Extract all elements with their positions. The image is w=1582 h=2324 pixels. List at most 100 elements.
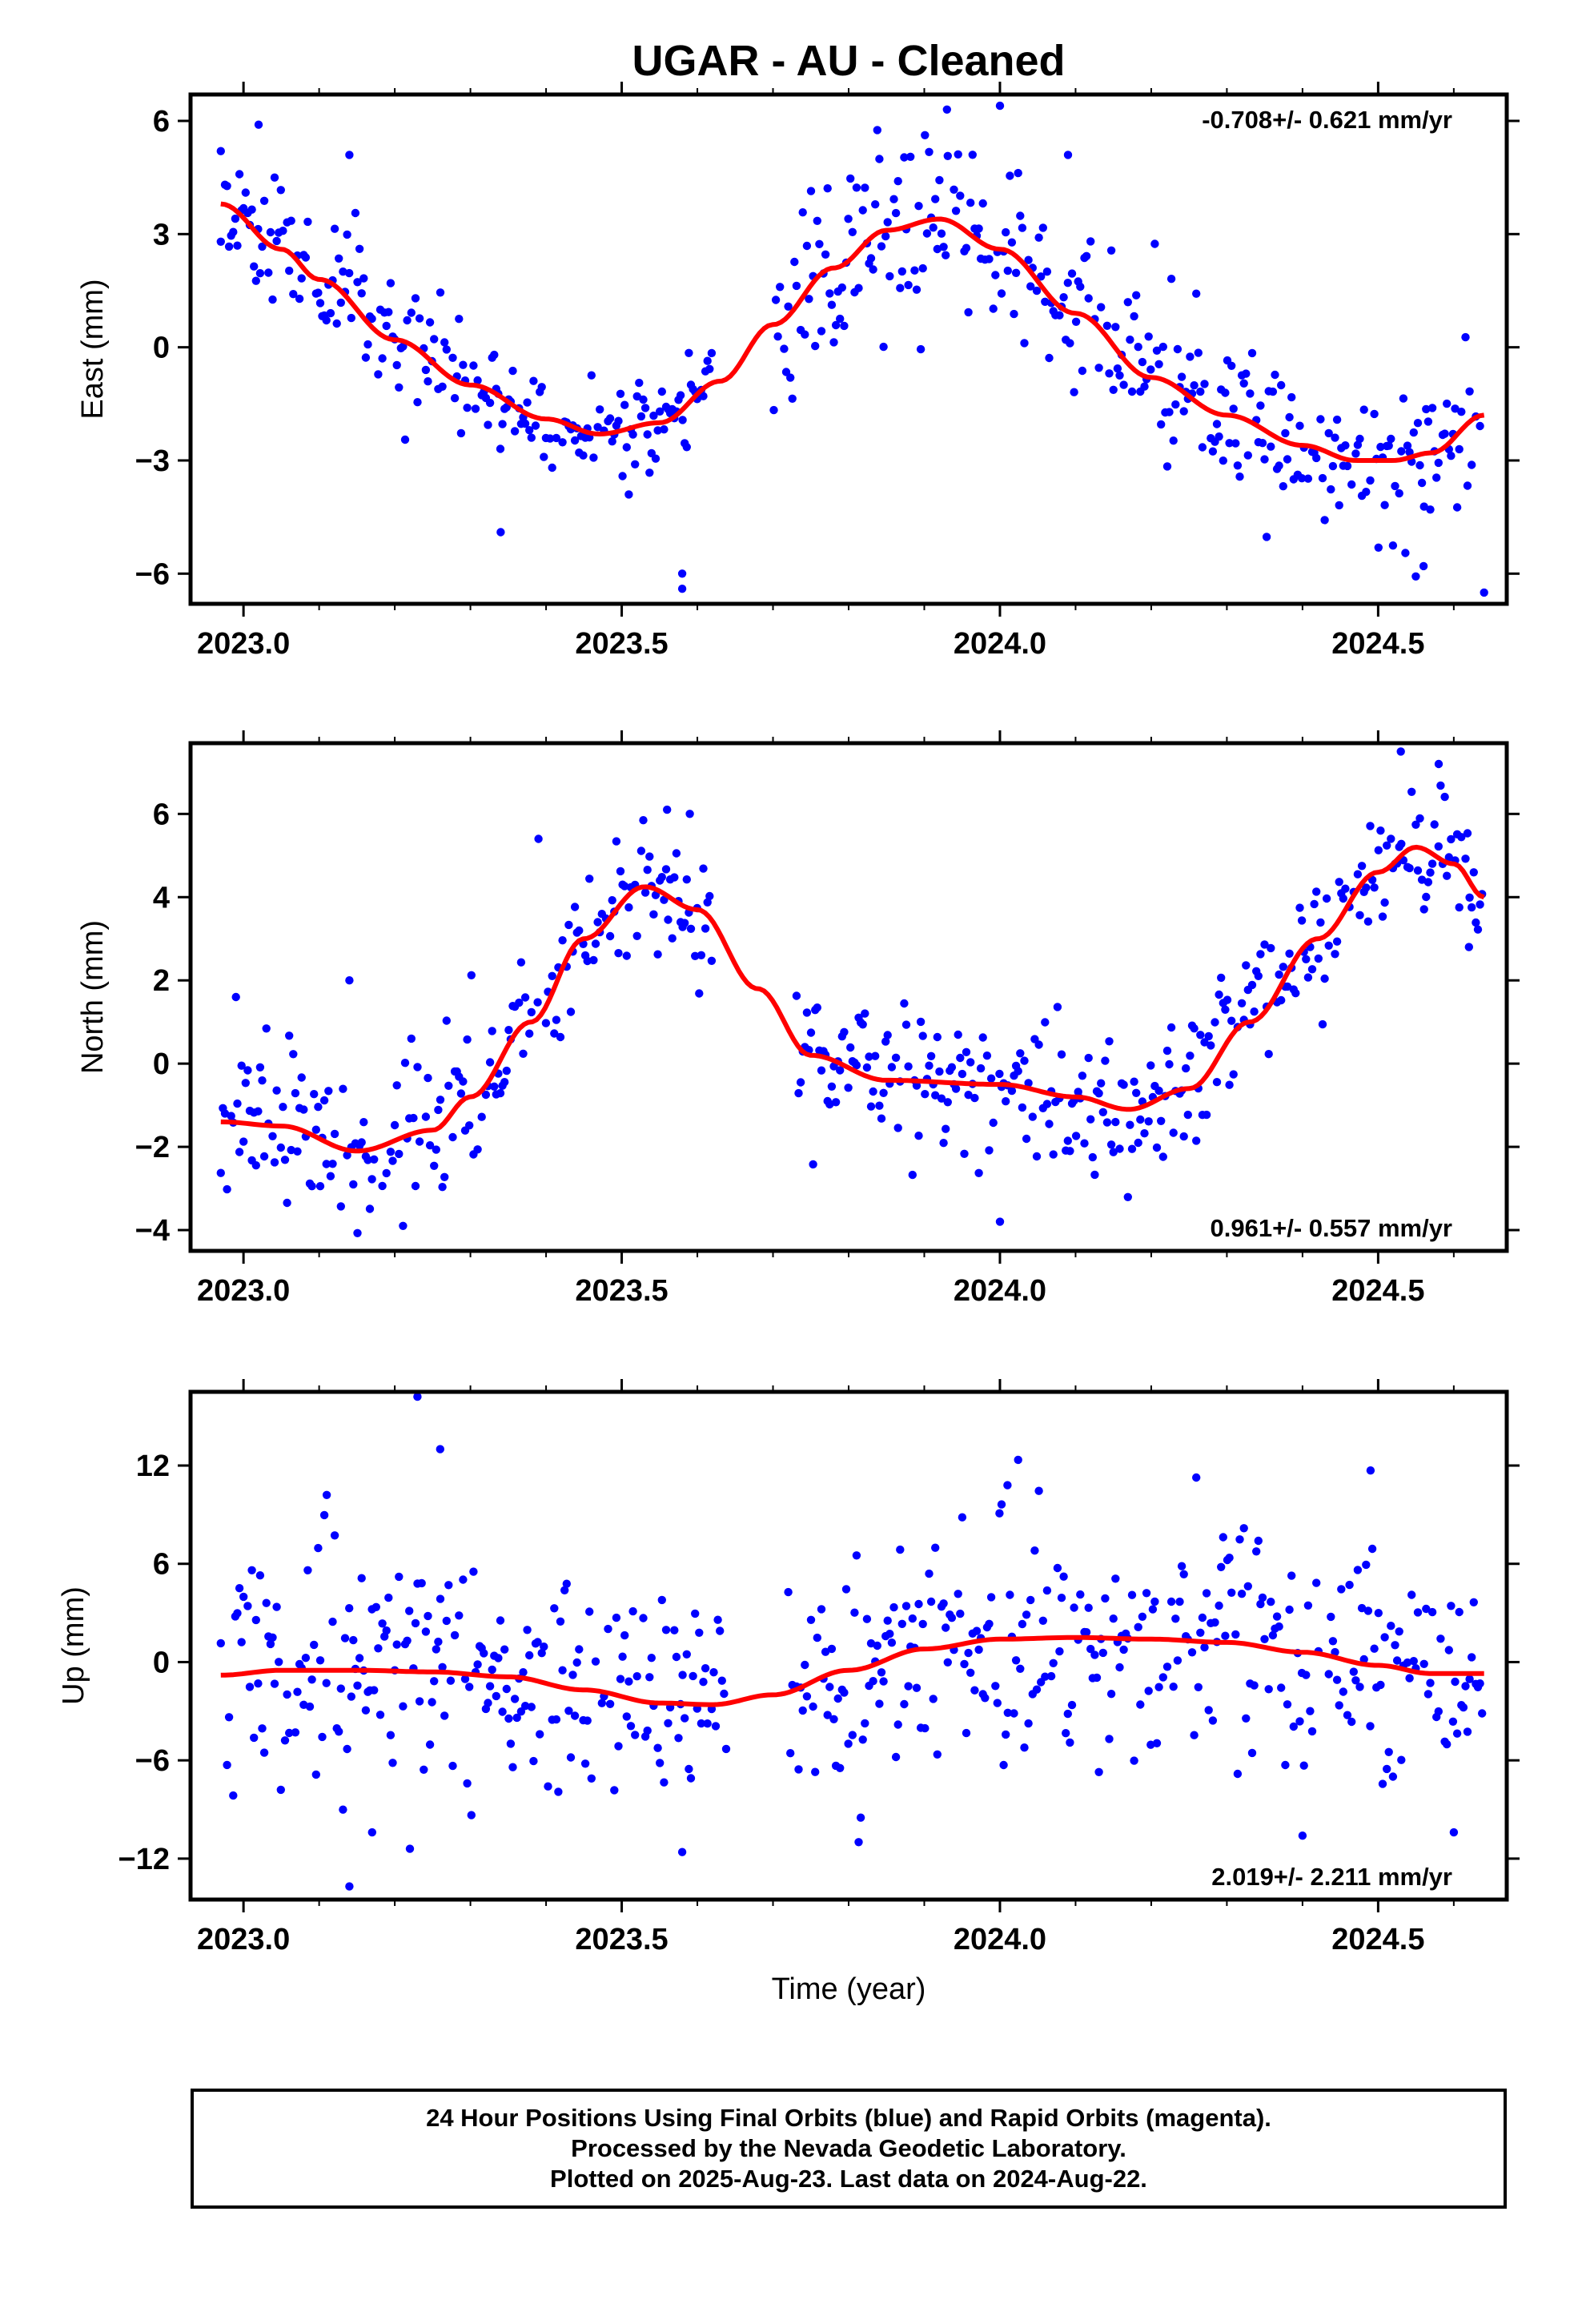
data-point	[1287, 392, 1296, 402]
data-point	[1423, 878, 1433, 887]
data-point	[904, 1062, 913, 1071]
y-tick-label: 0	[153, 1047, 170, 1081]
data-point	[802, 1692, 812, 1701]
data-point	[1419, 1659, 1428, 1668]
data-point	[1384, 441, 1393, 450]
data-point	[825, 289, 834, 298]
data-point	[1380, 501, 1389, 509]
data-point	[262, 1024, 271, 1033]
data-point	[1370, 1644, 1379, 1653]
data-point	[1144, 1687, 1153, 1695]
data-point	[399, 1221, 408, 1231]
data-point	[643, 866, 652, 875]
data-point	[813, 216, 821, 225]
data-point	[1053, 1563, 1062, 1573]
data-point	[1403, 441, 1412, 450]
data-point	[831, 1098, 841, 1107]
data-point	[1194, 1683, 1203, 1691]
data-point	[869, 265, 877, 274]
data-points	[216, 747, 1487, 1238]
data-point	[339, 267, 347, 276]
data-point	[1028, 1112, 1038, 1121]
data-point	[1268, 387, 1278, 396]
data-point	[554, 1787, 563, 1796]
data-point	[231, 992, 240, 1002]
data-point	[1053, 1003, 1062, 1011]
data-point	[985, 1146, 994, 1155]
data-point	[1127, 387, 1137, 396]
data-point	[310, 1090, 319, 1099]
data-point	[1277, 995, 1286, 1005]
data-point	[1312, 887, 1321, 896]
data-point	[405, 1844, 415, 1853]
data-point	[916, 344, 926, 354]
rate-label: 0.961+/- 0.557 mm/yr	[1211, 1214, 1452, 1242]
data-point	[1256, 401, 1265, 410]
data-point	[1341, 884, 1350, 893]
data-point	[1179, 407, 1188, 416]
data-point	[1469, 868, 1479, 877]
data-point	[1190, 381, 1199, 390]
data-point	[639, 815, 648, 825]
data-point	[1331, 433, 1339, 442]
data-point	[564, 1707, 573, 1715]
data-point	[1285, 412, 1294, 422]
data-point	[446, 1676, 456, 1685]
data-point	[1447, 834, 1456, 844]
data-point	[432, 1645, 440, 1654]
data-point	[701, 1664, 710, 1673]
data-point	[1267, 442, 1275, 451]
data-point	[367, 314, 376, 324]
data-point	[1277, 380, 1286, 390]
data-point	[786, 1749, 795, 1758]
data-point	[825, 1683, 834, 1691]
data-point	[1219, 456, 1228, 465]
data-point	[811, 1767, 820, 1776]
data-point	[444, 1081, 453, 1091]
data-point	[1341, 441, 1350, 450]
data-point	[1237, 1590, 1247, 1598]
data-point	[1476, 421, 1484, 431]
data-point	[1419, 561, 1428, 571]
data-point	[523, 398, 532, 407]
data-point	[974, 224, 983, 233]
data-point	[1115, 1663, 1124, 1672]
data-point	[1387, 434, 1395, 444]
data-point	[1194, 348, 1203, 357]
data-point	[1225, 1554, 1234, 1562]
data-point	[1055, 311, 1064, 320]
data-point	[520, 419, 530, 428]
data-point	[877, 1668, 886, 1677]
data-point	[1345, 1580, 1354, 1590]
data-point	[1391, 1641, 1399, 1650]
data-point	[833, 1694, 842, 1703]
data-point	[670, 1626, 679, 1634]
data-point	[614, 416, 623, 425]
data-point	[897, 267, 907, 276]
data-point	[1231, 439, 1240, 448]
data-point	[912, 1081, 921, 1090]
data-point	[1447, 1602, 1456, 1610]
data-point	[399, 342, 408, 351]
data-point	[610, 1786, 619, 1795]
data-point	[844, 215, 853, 223]
data-point	[866, 1638, 876, 1648]
data-point	[1088, 1152, 1098, 1162]
data-point	[1101, 1594, 1110, 1603]
data-point	[1071, 317, 1081, 326]
data-point	[510, 427, 520, 436]
data-point	[1417, 478, 1427, 488]
data-point	[485, 398, 495, 408]
data-point	[537, 1649, 546, 1658]
x-tick-label: 2023.0	[197, 627, 290, 661]
data-point	[455, 1611, 464, 1620]
data-point	[1003, 1481, 1012, 1490]
data-point	[392, 1081, 401, 1090]
data-point	[1082, 251, 1091, 260]
data-point	[415, 314, 424, 323]
data-point	[450, 1630, 460, 1640]
data-point	[291, 1088, 300, 1098]
data-point	[809, 1160, 817, 1169]
data-point	[251, 276, 260, 285]
